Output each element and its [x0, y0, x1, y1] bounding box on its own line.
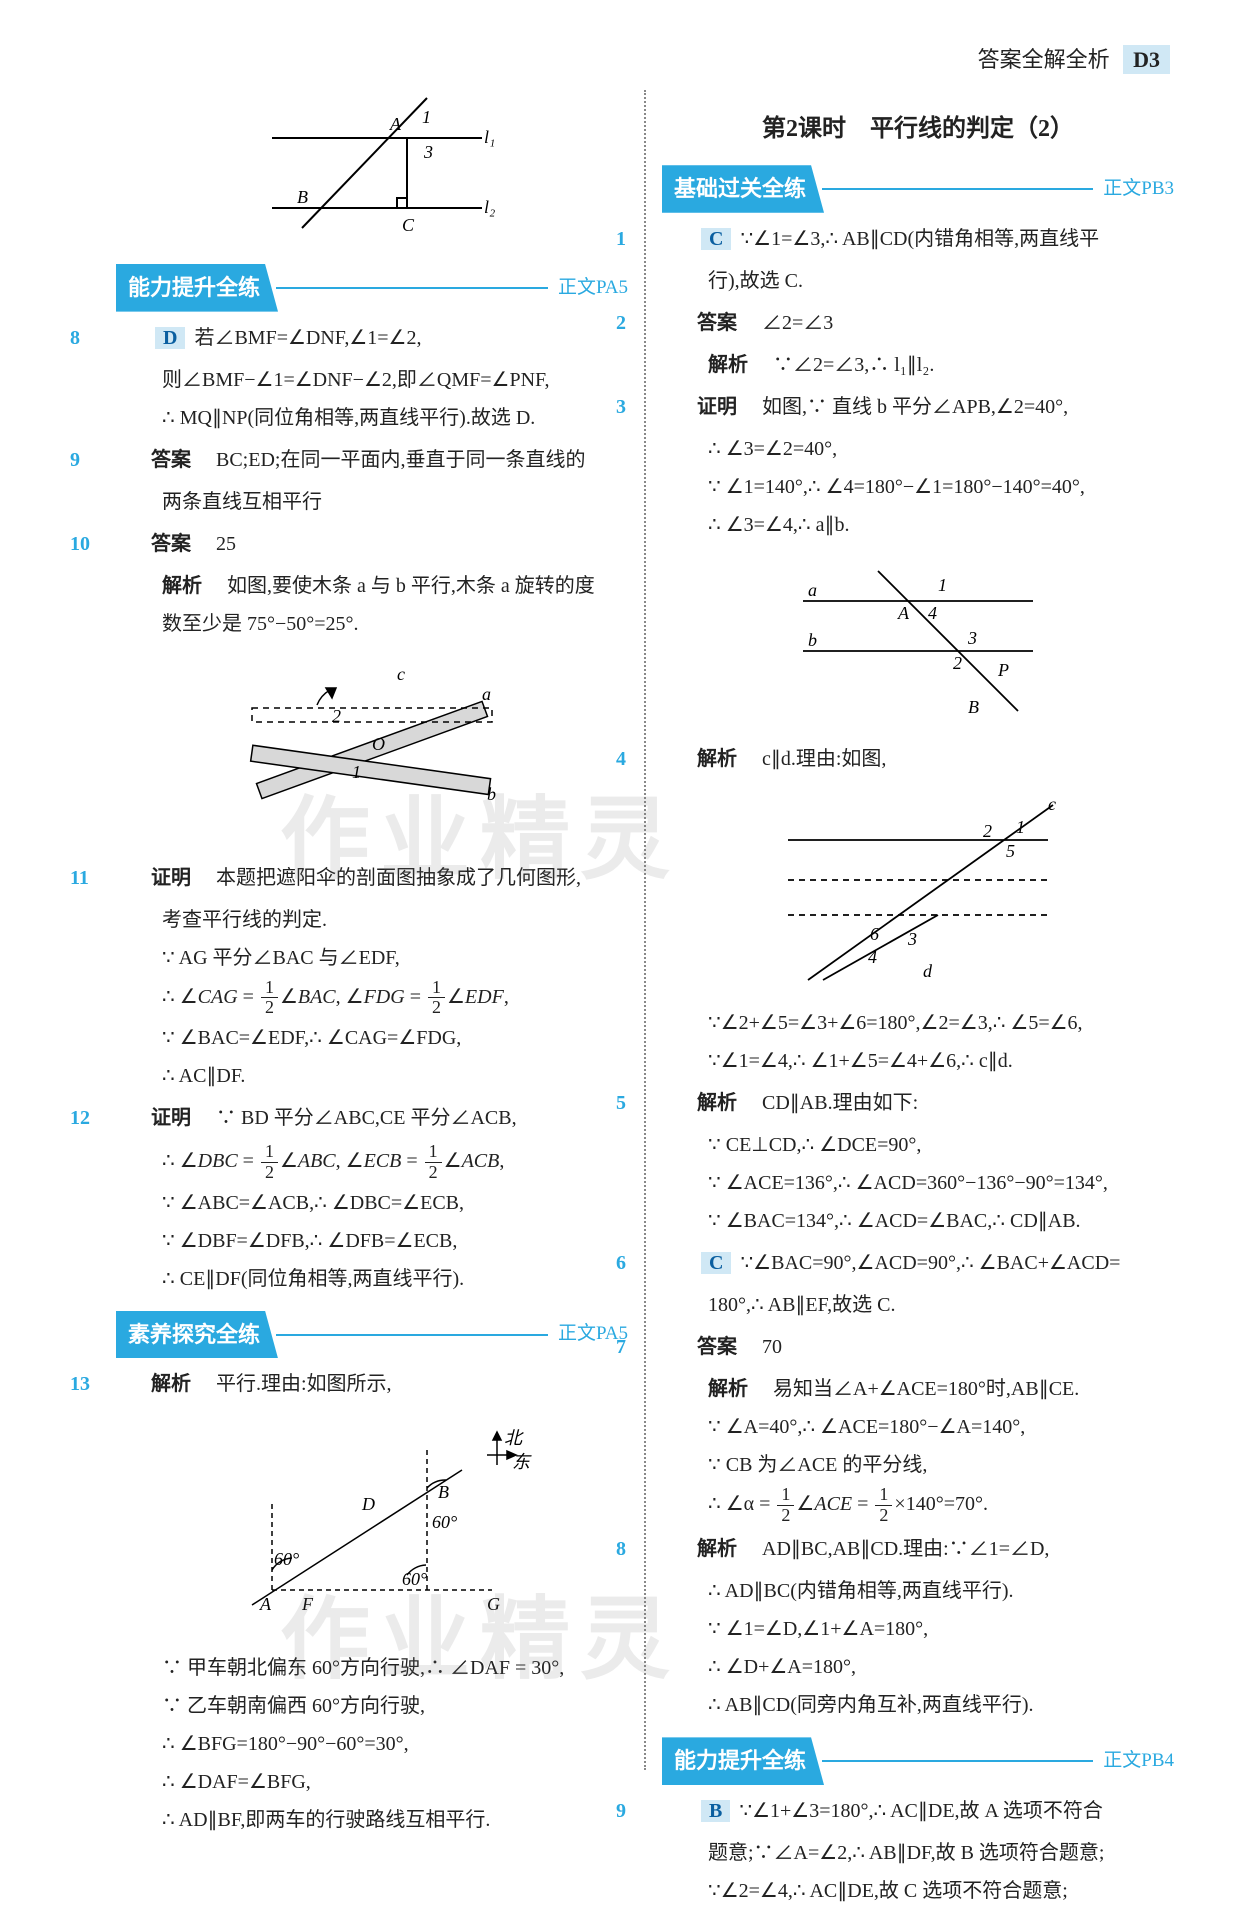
svg-text:l₁: l₁	[484, 127, 495, 147]
svg-text:2: 2	[953, 653, 962, 673]
fig-compass: 北东 D B 60° 60° 60° A F G	[116, 1410, 628, 1642]
r-q3: 3 证明 如图,∵ 直线 b 平分∠APB,∠2=40°,	[662, 389, 1174, 425]
svg-text:1: 1	[352, 762, 361, 782]
r-q6: 6 C ∵∠BAC=90°,∠ACD=90°,∴ ∠BAC+∠ACD=	[662, 1245, 1174, 1281]
page-number: D3	[1123, 45, 1170, 74]
svg-text:3: 3	[907, 929, 917, 949]
q12: 12 证明 ∵ BD 平分∠ABC,CE 平分∠ACB,	[116, 1100, 628, 1136]
section-head-ability: 能力提升全练 正文PA5	[116, 264, 628, 312]
fig-top: A1 l₁ 3 Bl₂ C	[116, 88, 628, 250]
svg-text:60°: 60°	[432, 1512, 457, 1532]
svg-text:北: 北	[504, 1428, 524, 1448]
svg-text:a: a	[808, 580, 817, 600]
section-tab: 能力提升全练	[116, 264, 278, 312]
r-q2: 2 答案 ∠2=∠3	[662, 305, 1174, 341]
lesson-title: 第2课时 平行线的判定（2）	[662, 108, 1174, 151]
svg-text:a: a	[482, 684, 491, 704]
header-label: 答案全解全析	[978, 47, 1110, 72]
q10: 10 答案 25	[116, 526, 628, 562]
section-ref: 正文PA5	[558, 271, 628, 305]
svg-text:D: D	[361, 1494, 375, 1514]
svg-text:A: A	[259, 1594, 272, 1614]
svg-text:B: B	[297, 187, 308, 207]
svg-text:d: d	[923, 961, 933, 981]
r-q1: 1 C ∵∠1=∠3,∴ AB∥CD(内错角相等,两直线平	[662, 221, 1174, 257]
svg-text:c: c	[1048, 794, 1056, 814]
svg-text:B: B	[968, 697, 979, 717]
page-header: 答案全解全析 D3	[978, 40, 1170, 80]
fig-lines-ab: a 1 A4 b 3 2 P B	[662, 551, 1174, 733]
svg-text:2: 2	[332, 706, 341, 726]
svg-text:4: 4	[928, 603, 937, 623]
svg-text:O: O	[372, 734, 385, 754]
fig-sticks: c a 2 O 1 b	[116, 650, 628, 852]
svg-text:F: F	[301, 1594, 314, 1614]
q8: 8 D 若∠BMF=∠DNF,∠1=∠2,	[116, 320, 628, 356]
svg-text:1: 1	[938, 575, 947, 595]
r-q4: 4 解析 c∥d.理由:如图,	[662, 741, 1174, 777]
svg-text:b: b	[487, 784, 496, 804]
svg-text:B: B	[438, 1482, 449, 1502]
section-line	[276, 287, 548, 289]
q13: 13 解析 平行.理由:如图所示,	[116, 1366, 628, 1402]
svg-text:2: 2	[983, 821, 992, 841]
r-q5: 5 解析 CD∥AB.理由如下:	[662, 1085, 1174, 1121]
page: 答案全解全析 D3 A1 l₁3 Bl₂ C	[0, 0, 1250, 1804]
right-column: 第2课时 平行线的判定（2） 基础过关全练 正文PB3 1 C ∵∠1=∠3,∴…	[646, 40, 1190, 1784]
svg-text:东: 东	[512, 1452, 532, 1472]
svg-text:A: A	[389, 114, 402, 134]
svg-text:3: 3	[423, 142, 433, 162]
svg-text:C: C	[402, 215, 415, 235]
left-column: A1 l₁3 Bl₂ C 能力提升全练 正文PA5 8 D 若∠BMF=∠DNF…	[100, 40, 644, 1784]
svg-text:c: c	[397, 664, 405, 684]
svg-text:6: 6	[870, 924, 879, 944]
svg-text:5: 5	[1006, 841, 1015, 861]
svg-text:60°: 60°	[274, 1549, 299, 1569]
svg-text:3: 3	[967, 628, 977, 648]
r-q7: 7 答案 70	[662, 1329, 1174, 1365]
r-q9: 9 B ∵∠1+∠3=180°,∴ AC∥DE,故 A 选项不符合	[662, 1793, 1174, 1829]
section-head-jichu: 基础过关全练 正文PB3	[662, 165, 1174, 213]
svg-text:P: P	[997, 660, 1009, 680]
svg-text:A: A	[897, 603, 910, 623]
r-q8: 8 解析 AD∥BC,AB∥CD.理由:∵∠1=∠D,	[662, 1531, 1174, 1567]
fig-top-svg: A1 l₁ 3 Bl₂ C	[242, 88, 502, 238]
svg-text:4: 4	[868, 947, 877, 967]
q11: 11 证明 本题把遮阳伞的剖面图抽象成了几何图形,	[116, 860, 628, 896]
section-head-suyang: 素养探究全练 正文PA5	[116, 1311, 628, 1359]
svg-text:G: G	[487, 1594, 500, 1614]
svg-text:b: b	[808, 630, 817, 650]
svg-text:60°: 60°	[402, 1569, 427, 1589]
fig-lines-cd: c 2 1 5 6 3 4 d	[662, 785, 1174, 997]
svg-text:1: 1	[1016, 817, 1025, 837]
section-head-ability-r: 能力提升全练 正文PB4	[662, 1737, 1174, 1785]
svg-text:1: 1	[422, 107, 431, 127]
svg-text:l₂: l₂	[484, 197, 495, 217]
q9: 9 答案 BC;ED;在同一平面内,垂直于同一条直线的	[116, 442, 628, 478]
